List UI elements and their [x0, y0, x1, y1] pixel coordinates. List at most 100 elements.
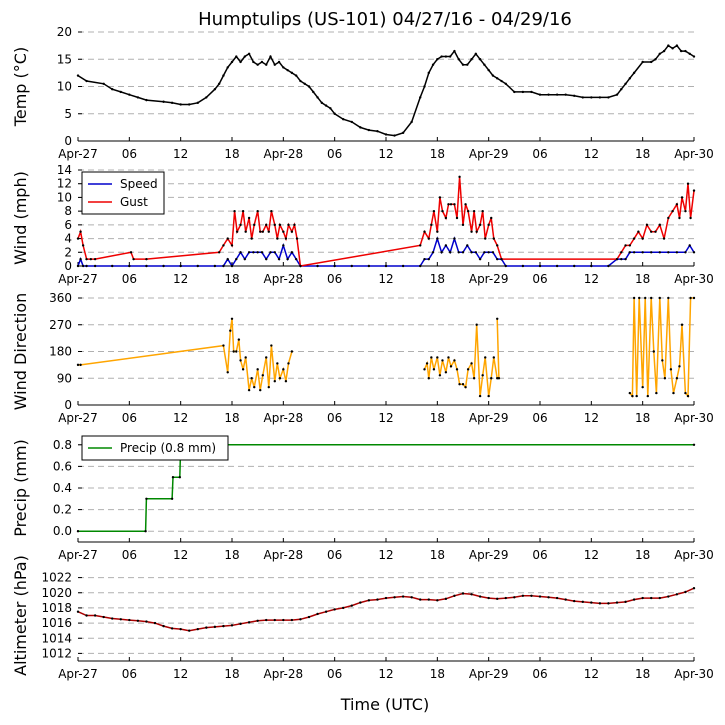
series-line-temp-0 [77, 44, 695, 137]
data-point [276, 237, 279, 240]
x-tick-label: Apr-27 [58, 147, 98, 161]
y-axis-label-altimeter: Altimeter (hPa) [11, 555, 30, 676]
data-point [299, 79, 302, 83]
x-tick-label: Apr-28 [264, 667, 304, 681]
data-point [658, 251, 661, 254]
data-point [270, 344, 273, 347]
data-point [145, 264, 148, 268]
data-point [235, 350, 238, 353]
data-point [628, 77, 632, 80]
data-point [419, 96, 422, 99]
data-point [265, 257, 268, 261]
data-point [252, 60, 255, 64]
y-tick-label: 0 [64, 134, 72, 148]
data-point [93, 257, 97, 261]
data-point [538, 595, 542, 598]
data-point [241, 209, 245, 213]
data-point [93, 614, 97, 617]
y-tick-label: 20 [57, 25, 72, 39]
data-point [478, 394, 482, 398]
series-line-wind-direction-1 [423, 324, 498, 397]
y-tick-label: 1016 [41, 616, 72, 630]
figure-title: Humptulips (US-101) 04/27/16 - 04/29/16 [198, 9, 572, 30]
y-axis-label-temp: Temp (°C) [11, 47, 30, 127]
x-tick-label: 12 [378, 411, 393, 425]
data-point [259, 388, 262, 392]
data-point [259, 230, 262, 233]
data-point [410, 120, 413, 124]
data-point [333, 264, 336, 268]
data-point [427, 237, 430, 240]
series-line-wind-direction-2 [496, 318, 500, 379]
x-tick-label: 18 [635, 667, 650, 681]
data-point [483, 63, 486, 66]
x-tick-label: 06 [327, 411, 342, 425]
data-point [312, 90, 315, 94]
data-point [119, 618, 122, 621]
data-point [688, 52, 691, 55]
data-point [598, 96, 602, 99]
data-point [667, 216, 670, 220]
data-point [425, 362, 429, 365]
data-point [213, 88, 217, 91]
y-tick-label: 1018 [41, 601, 72, 615]
x-tick-label: Apr-30 [674, 411, 714, 425]
data-point [444, 244, 448, 247]
data-point [286, 68, 289, 72]
data-point [427, 257, 430, 261]
data-point [431, 251, 435, 254]
x-tick-label: 06 [327, 272, 342, 286]
data-point [307, 615, 311, 619]
data-point [458, 175, 461, 179]
x-tick-label: 12 [173, 411, 188, 425]
data-point [458, 382, 461, 386]
series-line-wind-1 [77, 176, 695, 267]
data-point [547, 596, 550, 599]
data-point [267, 385, 270, 389]
x-tick-label: Apr-30 [674, 667, 714, 681]
data-point [620, 88, 623, 91]
data-point [230, 244, 234, 247]
data-point [496, 257, 499, 261]
y-tick-label: 14 [57, 163, 72, 177]
data-point [481, 374, 484, 377]
data-point [256, 209, 259, 213]
data-point [620, 257, 623, 261]
data-point [76, 264, 80, 268]
data-point [671, 47, 674, 50]
data-point [261, 374, 264, 377]
y-tick-label: 0.4 [53, 481, 72, 495]
data-point [290, 251, 294, 254]
data-point [692, 189, 696, 192]
x-tick-label: 12 [378, 667, 393, 681]
data-point [658, 296, 661, 300]
data-point [504, 264, 507, 268]
data-point [650, 296, 653, 300]
data-point [436, 230, 439, 233]
data-point [491, 74, 495, 77]
y-tick-label: 10 [57, 80, 72, 94]
x-tick-label: 06 [122, 147, 137, 161]
data-point [466, 244, 469, 247]
data-point [316, 264, 319, 268]
data-point [85, 264, 88, 268]
y-tick-label: 15 [57, 52, 72, 66]
x-tick-label: Apr-29 [469, 272, 509, 286]
data-point [496, 77, 499, 80]
data-point [316, 612, 319, 616]
data-point [692, 296, 696, 300]
data-point [675, 251, 679, 254]
data-point [401, 131, 405, 135]
data-point [461, 223, 465, 227]
data-point [478, 58, 482, 61]
data-point [235, 55, 238, 58]
x-tick-label: 12 [378, 548, 393, 562]
data-point [447, 203, 450, 206]
x-tick-label: Apr-27 [58, 411, 98, 425]
data-point [474, 52, 478, 55]
data-point [217, 82, 221, 85]
